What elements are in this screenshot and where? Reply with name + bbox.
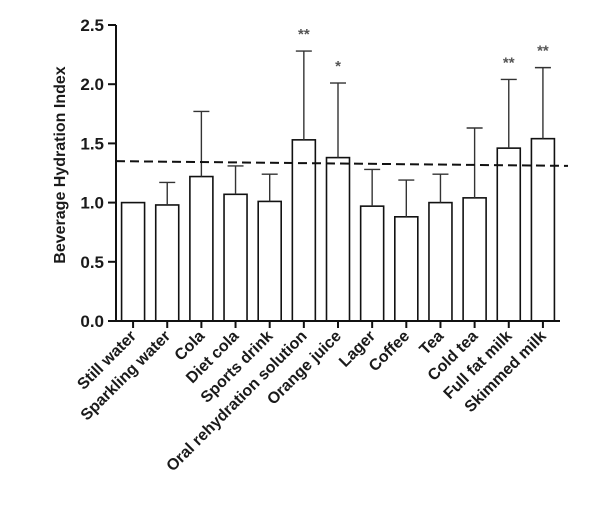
bar [291, 139, 317, 322]
bar [325, 156, 351, 322]
x-axis [116, 320, 560, 328]
y-axis: 0.0 0.5 1.0 1.5 2.0 2.5 [80, 16, 117, 331]
significance-marker: ** [298, 26, 310, 43]
bar [428, 201, 453, 322]
bar [394, 216, 419, 322]
bar [496, 147, 522, 322]
y-tick-label: 2.5 [80, 16, 104, 35]
bar [154, 204, 180, 322]
bar [359, 205, 385, 322]
significance-marker: ** [503, 54, 515, 71]
y-tick-label: 2.0 [80, 75, 104, 94]
bars-group [120, 137, 556, 322]
y-tick-label: 0.5 [80, 253, 104, 272]
error-bars-group [159, 50, 551, 217]
y-tick-label: 1.5 [80, 134, 104, 153]
bar [223, 193, 248, 322]
bar [462, 197, 487, 322]
reference-line [115, 160, 569, 167]
significance-marker: ** [537, 43, 549, 60]
significance-marker: * [335, 58, 341, 75]
significance-markers-group: *** **** [298, 26, 549, 75]
y-tick-label: 0.0 [80, 312, 104, 331]
y-tick-label: 1.0 [80, 194, 104, 213]
bar [257, 200, 282, 322]
bar [120, 201, 146, 322]
y-axis-label: Beverage Hydration Index [52, 66, 69, 264]
bar [189, 175, 214, 322]
